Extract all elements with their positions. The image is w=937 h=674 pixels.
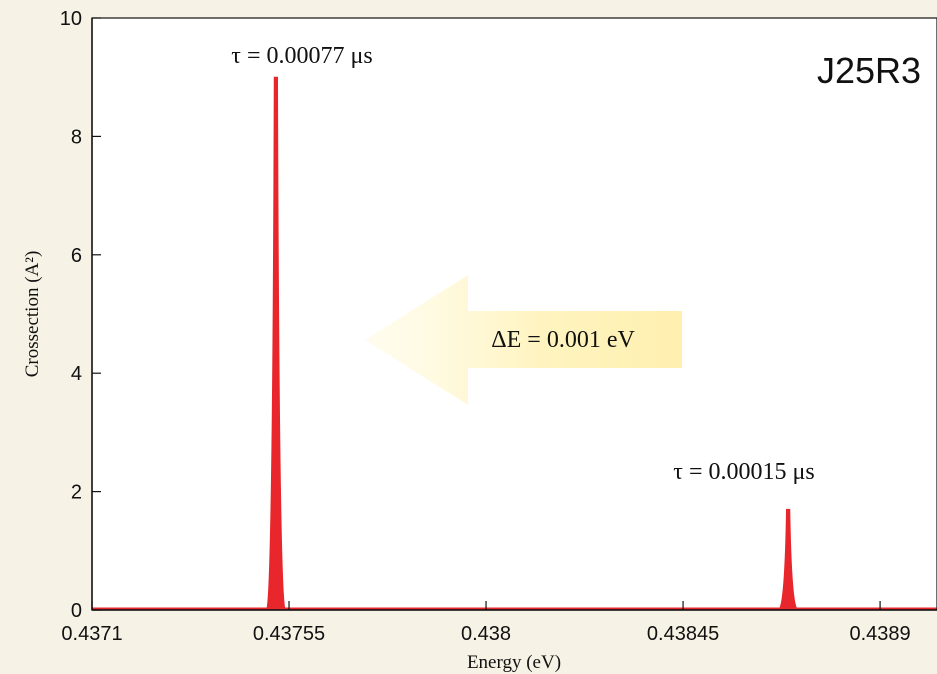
resonance-peak — [264, 76, 288, 611]
x-tick-label: 0.43755 — [253, 623, 325, 645]
x-tick-label: 0.438 — [461, 623, 511, 645]
x-tick-label: 0.4371 — [61, 623, 122, 645]
y-ticks: 0 2 4 6 8 10 — [60, 8, 101, 622]
peaks-layer — [92, 76, 937, 611]
plot-label: J25R3 — [817, 50, 921, 91]
delta-e-annotation: ΔE = 0.001 eV — [491, 327, 635, 353]
x-ticks: 0.4371 0.43755 0.438 0.43845 0.4389 — [61, 601, 911, 645]
y-tick-label: 8 — [71, 126, 82, 148]
resonance-peak — [776, 508, 800, 611]
y-tick-label: 6 — [71, 245, 82, 267]
tau-right-annotation: τ = 0.00015 μs — [673, 459, 814, 485]
y-tick-label: 4 — [71, 363, 82, 385]
tau-left-annotation: τ = 0.00077 μs — [231, 43, 372, 69]
x-axis-title: Energy (eV) — [467, 652, 561, 673]
x-tick-label: 0.43845 — [647, 623, 719, 645]
y-tick-label: 10 — [60, 8, 82, 30]
y-tick-label: 2 — [71, 482, 82, 504]
y-tick-label: 0 — [71, 600, 82, 622]
arrow-layer — [365, 275, 682, 405]
delta-e-arrow — [365, 275, 682, 405]
x-tick-label: 0.4389 — [849, 623, 910, 645]
y-axis-title: Crossection (A²) — [22, 251, 43, 378]
